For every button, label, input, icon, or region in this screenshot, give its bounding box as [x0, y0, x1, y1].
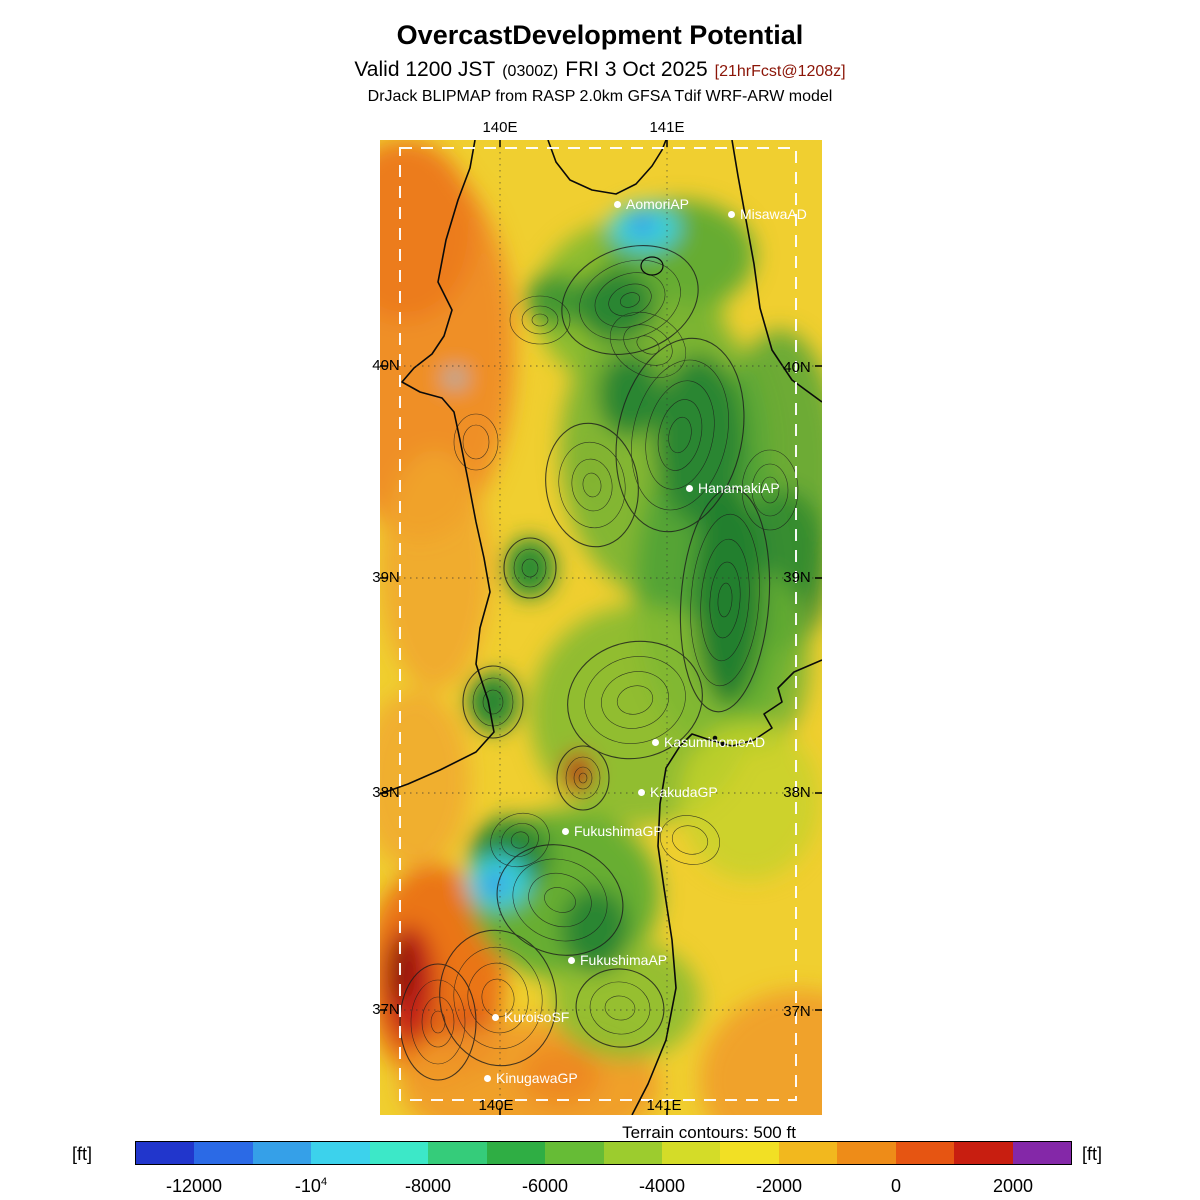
edge-ticks	[380, 140, 822, 1115]
colorbar-segment	[603, 1142, 662, 1164]
station-marker: KasuminomeAD	[652, 735, 765, 749]
tick-label: -10	[294, 1176, 321, 1196]
station-marker: AomoriAP	[614, 197, 689, 211]
station-marker: KinugawaGP	[484, 1071, 578, 1085]
valid-prefix: Valid 1200 JST	[354, 58, 496, 81]
lon-label-top: 140E	[482, 119, 518, 136]
station-label: KuroisoSF	[504, 1009, 570, 1025]
station-dot-icon	[568, 956, 575, 964]
coastline	[380, 140, 822, 1115]
lat-label-right: 37N	[783, 1003, 811, 1020]
colorbar-tick: 0	[846, 1176, 946, 1197]
forecast-tag: [21hrFcst@1208z]	[714, 63, 846, 80]
colorbar-segment	[136, 1142, 195, 1164]
colorbar-segment	[194, 1142, 253, 1164]
tick-label: 0	[890, 1176, 901, 1196]
lat-label-left: 40N	[372, 357, 400, 374]
lat-label-left: 38N	[372, 784, 400, 801]
station-label: FukushimaAP	[580, 952, 668, 968]
station-marker: MisawaAD	[728, 207, 807, 221]
valid-line: Valid 1200 JST (0300Z) FRI 3 Oct 2025 [21hr…	[0, 58, 1200, 82]
colorbar-tick: -104	[261, 1176, 361, 1197]
station-dot-icon	[652, 738, 659, 746]
colorbar-segment	[895, 1142, 955, 1164]
station-label: KinugawaGP	[496, 1070, 578, 1086]
station-dot-icon	[484, 1074, 491, 1082]
station-marker: KakudaGP	[638, 785, 718, 799]
station-dot-icon	[562, 827, 569, 835]
tick-label: -2000	[755, 1176, 803, 1196]
station-label: AomoriAP	[626, 196, 690, 212]
tick-label: -8000	[404, 1176, 452, 1196]
station-dot-icon	[614, 200, 621, 208]
colorbar-segment	[778, 1142, 838, 1164]
terrain-note: Terrain contours: 500 ft	[622, 1123, 796, 1142]
colorbar-tick: -4000	[612, 1176, 712, 1197]
colorbar-segment	[252, 1142, 312, 1164]
station-marker: HanamakiAP	[686, 481, 780, 495]
domain-frame	[399, 147, 797, 1101]
station-marker: FukushimaAP	[568, 953, 667, 967]
header: OvercastDevelopment Potential Valid 1200…	[0, 20, 1200, 106]
station-dot-icon	[492, 1013, 499, 1021]
colorbar-tick: -12000	[144, 1176, 244, 1197]
colorbar-tick: -2000	[729, 1176, 829, 1197]
lat-label-left: 37N	[372, 1001, 400, 1018]
map-canvas	[380, 140, 822, 1115]
colorbar-segment	[311, 1142, 370, 1164]
lon-label-bottom: 141E	[646, 1097, 682, 1114]
graticule	[380, 140, 822, 1115]
tick-label: 2000	[992, 1176, 1034, 1196]
lat-label-left: 39N	[372, 569, 400, 586]
station-dot-icon	[728, 210, 735, 218]
colorbar-segment	[428, 1142, 487, 1164]
colorbar-segment	[545, 1142, 604, 1164]
lon-label-top: 141E	[649, 119, 685, 136]
colorbar-segment	[954, 1142, 1013, 1164]
lat-label-right: 39N	[783, 569, 811, 586]
station-dot-icon	[638, 788, 645, 796]
station-label: KakudaGP	[650, 784, 718, 800]
lon-label-bottom: 140E	[478, 1097, 514, 1114]
tick-label: -4000	[638, 1176, 686, 1196]
terrain-contours	[399, 245, 799, 1081]
lat-label-right: 38N	[783, 784, 811, 801]
colorbar-tick: 2000	[963, 1176, 1063, 1197]
station-label: KasuminomeAD	[664, 734, 766, 750]
page-title: OvercastDevelopment Potential	[396, 20, 804, 50]
valid-date: FRI 3 Oct 2025	[565, 58, 708, 81]
station-dot-icon	[686, 484, 693, 492]
station-label: HanamakiAP	[698, 480, 780, 496]
colorbar-segment	[837, 1142, 896, 1164]
colorbar-segment	[661, 1142, 721, 1164]
station-label: FukushimaGP	[574, 823, 663, 839]
colorbar-segment	[369, 1142, 429, 1164]
colorbar-tick: -8000	[378, 1176, 478, 1197]
station-label: MisawaAD	[740, 206, 807, 222]
colorbar-segment	[486, 1142, 546, 1164]
tick-label: -12000	[165, 1176, 223, 1196]
model-line: DrJack BLIPMAP from RASP 2.0km GFSA Tdif…	[367, 88, 833, 105]
station-marker: KuroisoSF	[492, 1010, 569, 1024]
valid-zulu: (0300Z)	[502, 63, 559, 80]
station-marker: FukushimaGP	[562, 824, 663, 838]
lat-label-right: 40N	[783, 359, 811, 376]
colorbar-tick: -6000	[495, 1176, 595, 1197]
colorbar-unit-left: [ft]	[72, 1144, 93, 1164]
colorbar-unit-right: [ft]	[1082, 1144, 1103, 1164]
map: AomoriAP MisawaAD HanamakiAP KasuminomeA…	[380, 140, 822, 1115]
field-blobs	[380, 140, 822, 1115]
colorbar-segments	[135, 1141, 1072, 1165]
tick-exponent: 4	[320, 1176, 328, 1188]
tick-label: -6000	[521, 1176, 569, 1196]
colorbar-segment	[720, 1142, 779, 1164]
colorbar-segment	[1012, 1142, 1071, 1164]
